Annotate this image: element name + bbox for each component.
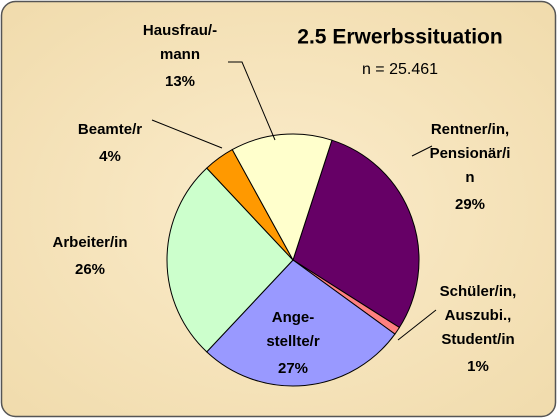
value-label: 29% xyxy=(455,196,485,213)
leader-line xyxy=(411,145,433,157)
value-label: 27% xyxy=(278,360,308,377)
slice-label: Arbeiter/in xyxy=(52,234,127,251)
slice-label: Auszubi., xyxy=(445,307,512,324)
slice-label: Rentner/in, xyxy=(431,121,509,138)
value-label: 13% xyxy=(165,73,195,90)
leader-line xyxy=(151,119,223,149)
leader-line xyxy=(228,61,276,141)
slice-label: stellte/r xyxy=(266,333,320,350)
pie-slice xyxy=(292,139,420,329)
value-label: 26% xyxy=(75,261,105,278)
slice-label: Schüler/in, xyxy=(440,283,517,300)
slice-label: Student/in xyxy=(441,331,514,348)
chart-subtitle: n = 25.461 xyxy=(362,61,438,78)
value-label: 1% xyxy=(467,358,489,375)
leader-lines xyxy=(151,61,437,341)
value-label: 4% xyxy=(99,148,121,165)
chart-title: 2.5 Erwerbssituation xyxy=(297,26,502,49)
leader-line xyxy=(397,309,437,341)
slice-label: Hausfrau/- xyxy=(143,22,217,39)
slice-label: mann xyxy=(160,46,200,63)
pie-slice xyxy=(206,259,396,387)
pie-slice xyxy=(166,167,294,353)
pie-slice xyxy=(231,133,333,262)
slice-label: n xyxy=(465,169,474,186)
slice-label: Pensionär/i xyxy=(430,145,511,162)
slice-label: Ange- xyxy=(272,309,315,326)
slice-label: Beamte/r xyxy=(78,121,142,138)
